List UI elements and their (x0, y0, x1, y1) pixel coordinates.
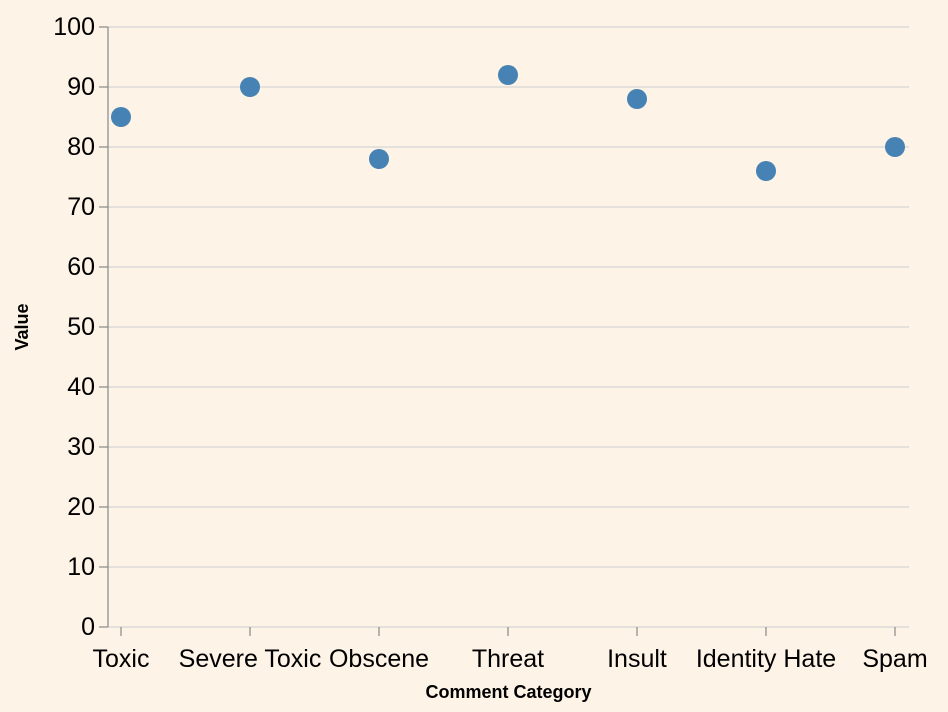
y-tick-label: 70 (67, 193, 95, 221)
y-tick-label: 10 (67, 553, 95, 581)
y-tick-label: 60 (67, 253, 95, 281)
y-axis-title: Value (12, 303, 32, 350)
x-tick-label: Identity Hate (696, 645, 836, 673)
y-tick-label: 100 (53, 13, 95, 41)
y-tick-label: 0 (81, 613, 95, 641)
x-tick-label: Insult (607, 645, 667, 673)
data-point (498, 65, 518, 85)
data-point (885, 137, 905, 157)
data-point (240, 77, 260, 97)
y-tick-label: 80 (67, 133, 95, 161)
y-tick-label: 50 (67, 313, 95, 341)
x-tick-label: Toxic (93, 645, 150, 673)
x-tick-label: Spam (862, 645, 927, 673)
x-tick-label: Severe Toxic (179, 645, 322, 673)
x-axis-title: Comment Category (425, 682, 591, 702)
x-tick-label: Obscene (329, 645, 429, 673)
data-points (111, 65, 905, 181)
data-point (111, 107, 131, 127)
data-point (369, 149, 389, 169)
data-point (627, 89, 647, 109)
y-tick-label: 40 (67, 373, 95, 401)
axes: 0 10 20 30 40 50 60 70 80 90 100 Toxic Severe Toxic O… (53, 13, 927, 673)
grid-lines (108, 26, 909, 628)
y-tick-label: 20 (67, 493, 95, 521)
y-tick-label: 30 (67, 433, 95, 461)
data-point (756, 161, 776, 181)
x-tick-label: Threat (472, 645, 544, 673)
y-tick-label: 90 (67, 73, 95, 101)
